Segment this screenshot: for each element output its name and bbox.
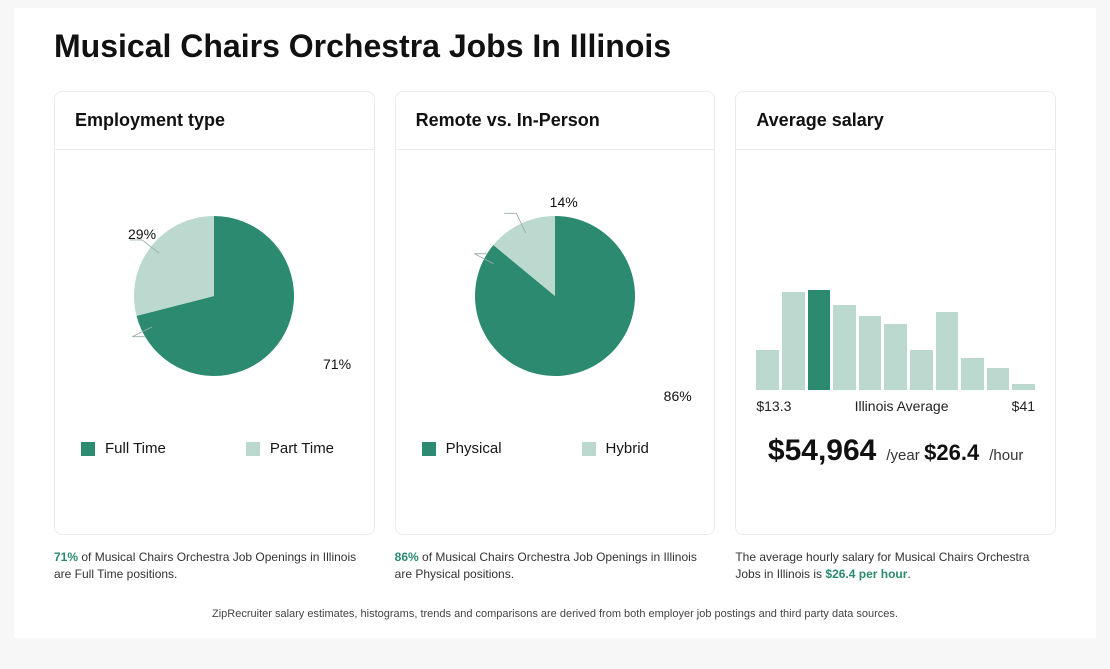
card-body: $13.3 Illinois Average $41 $54,964 /year… bbox=[736, 150, 1055, 534]
axis-right: $41 bbox=[1012, 398, 1035, 414]
salary-year: $54,964 bbox=[768, 434, 876, 468]
card-employment-type: Employment type 71% 29% Full Time bbox=[54, 91, 375, 535]
card-header: Remote vs. In-Person bbox=[396, 92, 715, 150]
dashboard: Musical Chairs Orchestra Jobs In Illinoi… bbox=[14, 8, 1096, 638]
swatch bbox=[81, 442, 95, 456]
axis-left: $13.3 bbox=[756, 398, 791, 414]
histogram bbox=[756, 290, 1035, 390]
pie-label-minority: 29% bbox=[128, 226, 156, 242]
caption: 71% of Musical Chairs Orchestra Job Open… bbox=[54, 549, 375, 584]
caption-text: . bbox=[907, 567, 910, 581]
pie-chart: 86% 14% bbox=[416, 166, 695, 426]
legend-label: Hybrid bbox=[606, 440, 649, 457]
histogram-axis: $13.3 Illinois Average $41 bbox=[756, 398, 1035, 414]
salary-summary: $54,964 /year $26.4 /hour bbox=[756, 430, 1035, 468]
caption-highlight: $26.4 per hour bbox=[825, 567, 907, 581]
pie-svg bbox=[475, 216, 635, 376]
footer-note: ZipRecruiter salary estimates, histogram… bbox=[54, 608, 1056, 620]
pie-label-minority: 14% bbox=[550, 194, 578, 210]
histogram-bar bbox=[884, 324, 907, 390]
card-title: Employment type bbox=[75, 110, 354, 131]
histogram-bar bbox=[1012, 384, 1035, 390]
card-header: Employment type bbox=[55, 92, 374, 150]
card-title: Remote vs. In-Person bbox=[416, 110, 695, 131]
legend-item: Full Time bbox=[81, 440, 166, 457]
caption-text: of Musical Chairs Orchestra Job Openings… bbox=[395, 550, 697, 581]
legend: Physical Hybrid bbox=[416, 426, 695, 457]
legend-label: Full Time bbox=[105, 440, 166, 457]
swatch bbox=[246, 442, 260, 456]
card-header: Average salary bbox=[736, 92, 1055, 150]
salary-hour-unit: /hour bbox=[989, 447, 1023, 464]
cards-row: Employment type 71% 29% Full Time bbox=[54, 91, 1056, 535]
legend-label: Part Time bbox=[270, 440, 334, 457]
page-title: Musical Chairs Orchestra Jobs In Illinoi… bbox=[54, 28, 1056, 65]
salary-year-row: $54,964 /year bbox=[768, 434, 920, 468]
histogram-bar bbox=[808, 290, 831, 390]
legend-item: Hybrid bbox=[582, 440, 649, 457]
legend-item: Physical bbox=[422, 440, 502, 457]
histogram-bar bbox=[782, 292, 805, 390]
pie-label-majority: 86% bbox=[664, 388, 692, 404]
histogram-bar bbox=[910, 350, 933, 390]
captions-row: 71% of Musical Chairs Orchestra Job Open… bbox=[54, 535, 1056, 584]
caption-highlight: 71% bbox=[54, 550, 78, 564]
caption-text: of Musical Chairs Orchestra Job Openings… bbox=[54, 550, 356, 581]
histogram-bar bbox=[987, 368, 1010, 390]
legend-label: Physical bbox=[446, 440, 502, 457]
histogram-bar bbox=[833, 305, 856, 390]
salary-year-unit: /year bbox=[886, 447, 919, 464]
legend: Full Time Part Time bbox=[75, 426, 354, 457]
histogram-bar bbox=[961, 358, 984, 390]
salary-hour: $26.4 bbox=[924, 440, 979, 466]
swatch bbox=[422, 442, 436, 456]
histogram-bar bbox=[859, 316, 882, 390]
caption: 86% of Musical Chairs Orchestra Job Open… bbox=[395, 549, 716, 584]
swatch bbox=[582, 442, 596, 456]
pie-label-majority: 71% bbox=[323, 356, 351, 372]
caption-highlight: 86% bbox=[395, 550, 419, 564]
card-remote-vs-inperson: Remote vs. In-Person 86% 14% Physical bbox=[395, 91, 716, 535]
card-title: Average salary bbox=[756, 110, 1035, 131]
histogram-bar bbox=[756, 350, 779, 390]
caption: The average hourly salary for Musical Ch… bbox=[735, 549, 1056, 584]
histogram-bar bbox=[936, 312, 959, 390]
legend-item: Part Time bbox=[246, 440, 334, 457]
card-average-salary: Average salary $13.3 Illinois Average $4… bbox=[735, 91, 1056, 535]
axis-center: Illinois Average bbox=[855, 398, 949, 414]
card-body: 71% 29% Full Time Part Time bbox=[55, 150, 374, 534]
card-body: 86% 14% Physical Hybrid bbox=[396, 150, 715, 534]
pie-svg bbox=[134, 216, 294, 376]
pie-chart: 71% 29% bbox=[75, 166, 354, 426]
salary-hour-row: $26.4 /hour bbox=[924, 440, 1023, 466]
histogram-area bbox=[756, 166, 1035, 390]
